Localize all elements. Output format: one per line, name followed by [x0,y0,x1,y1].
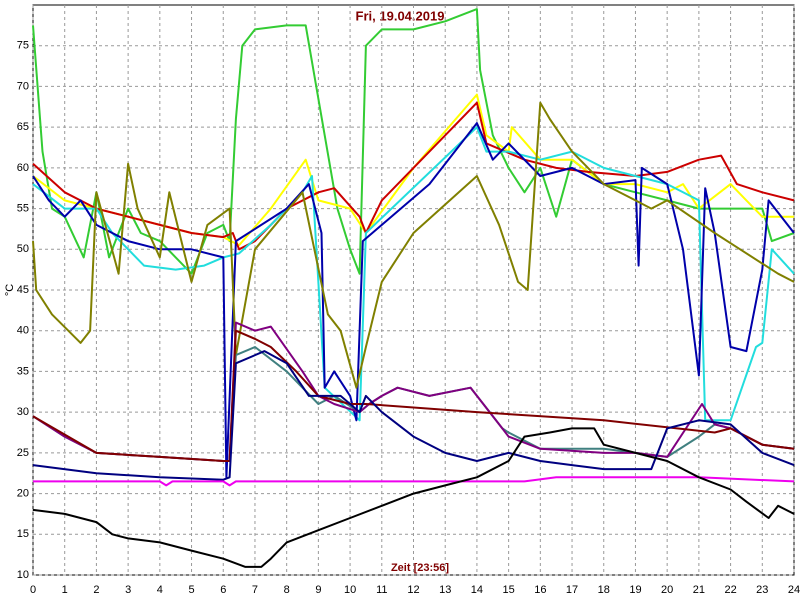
x-tick-label: 6 [220,584,226,596]
y-tick-label: 70 [17,80,29,92]
x-tick-label: 5 [188,584,194,596]
series-line [32,126,795,422]
series-line [32,122,795,479]
y-tick-label: 65 [17,121,29,133]
x-tick-label: 16 [534,584,546,596]
x-tick-label: 23 [756,584,768,596]
y-tick-label: 10 [17,569,29,581]
y-tick-label: 15 [17,528,29,540]
x-tick-label: 11 [376,584,387,596]
x-tick-label: 0 [30,584,36,596]
x-tick-label: 22 [724,584,736,596]
y-tick-label: 40 [17,325,29,337]
x-tick-label: 3 [125,584,131,596]
x-tick-label: 20 [661,584,673,596]
x-tick-label: 8 [284,584,290,596]
y-tick-label: 30 [17,406,29,418]
y-tick-label: 35 [17,365,29,377]
y-tick-label: 60 [17,162,29,174]
series-line [32,427,795,568]
x-tick-label: 2 [93,584,99,596]
x-tick-label: 4 [157,584,163,596]
x-tick-label: 14 [471,584,483,596]
y-axis-label: °C [4,284,16,296]
series-line [32,350,795,481]
series-line [32,329,795,462]
series-line [32,101,795,389]
chart-title: Fri, 19.04.2019 [356,8,445,23]
x-tick-label: 18 [598,584,610,596]
y-tick-label: 50 [17,243,29,255]
x-tick-label: 12 [407,584,419,596]
x-tick-label: 17 [566,584,578,596]
x-tick-label: 19 [629,584,641,596]
x-tick-label: 10 [344,584,356,596]
y-tick-label: 75 [17,40,29,52]
y-tick-label: 25 [17,447,29,459]
x-tick-label: 9 [315,584,321,596]
x-tick-label: 13 [439,584,451,596]
y-tick-label: 55 [17,202,29,214]
x-axis-label: Zeit [23:56] [391,562,449,574]
x-tick-label: 21 [693,584,705,596]
x-tick-label: 24 [788,584,800,596]
series-line [33,476,795,487]
x-tick-label: 15 [503,584,515,596]
x-tick-label: 1 [62,584,68,596]
x-tick-label: 7 [252,584,258,596]
y-tick-label: 20 [17,487,29,499]
y-tick-label: 45 [17,284,29,296]
